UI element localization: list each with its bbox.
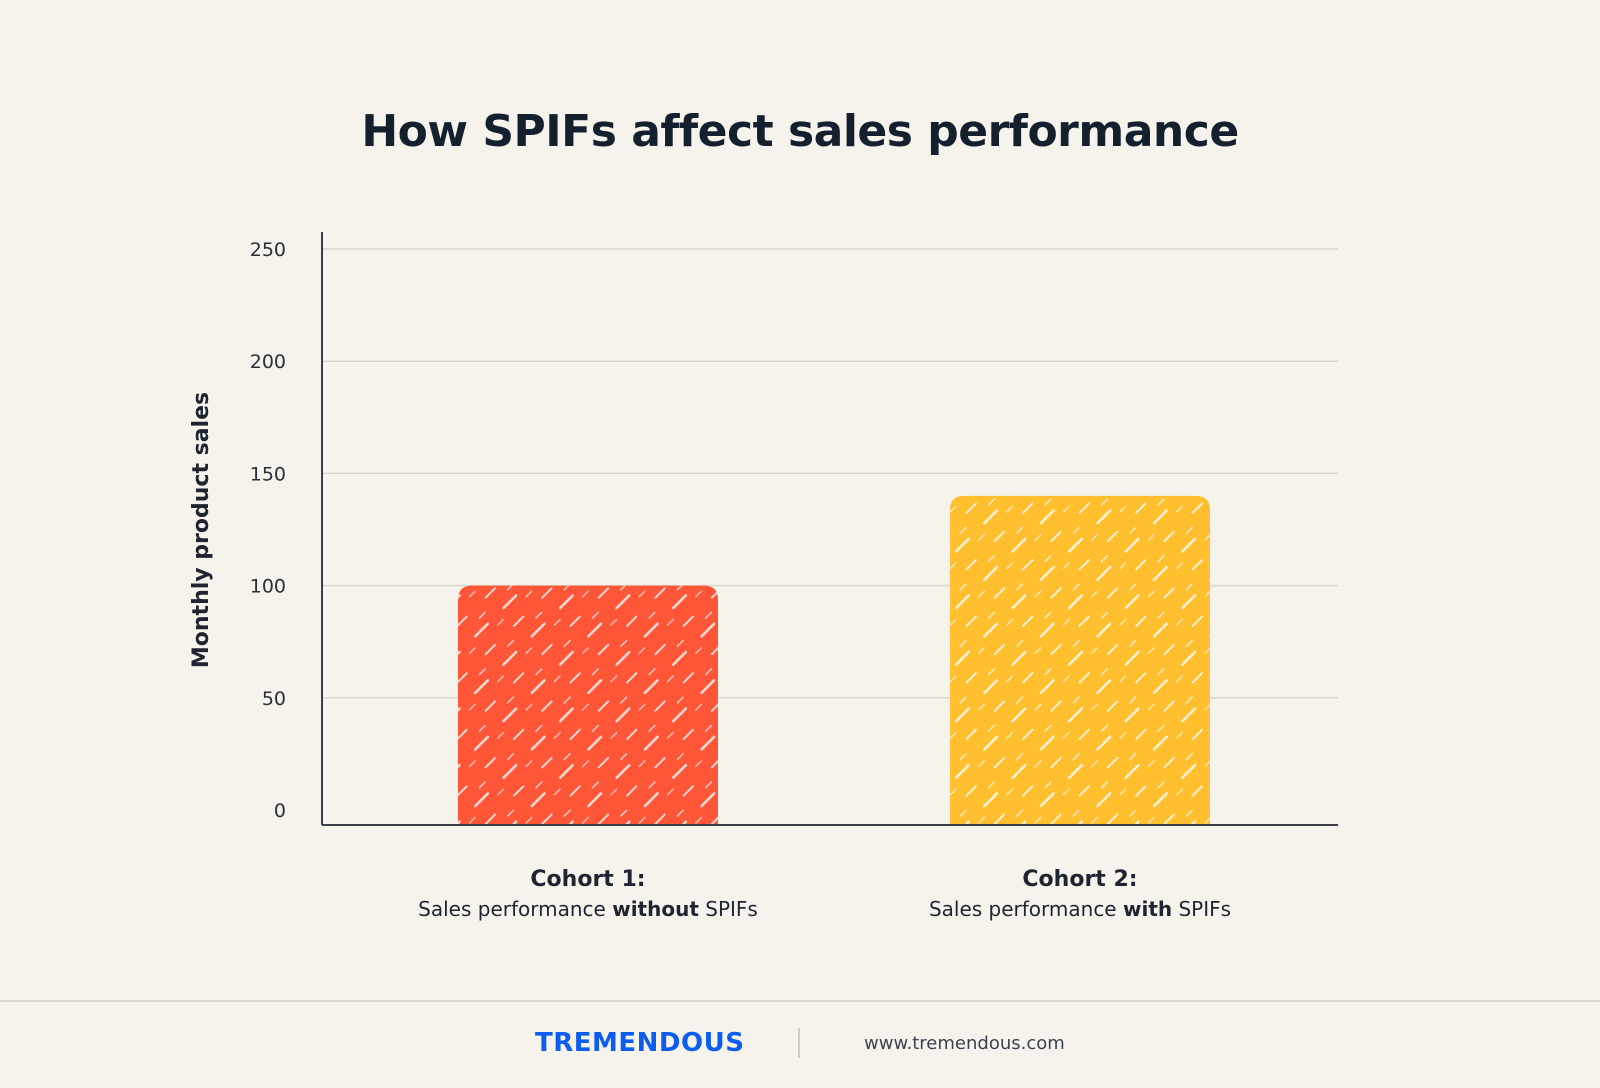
- footer-separator: [798, 1028, 800, 1058]
- y-tick-200: 200: [250, 351, 286, 373]
- website-url: www.tremendous.com: [864, 1033, 1065, 1054]
- category-desc-suffix: SPIFs: [1172, 897, 1231, 921]
- category-title-2: Cohort 2:: [1022, 867, 1137, 892]
- category-desc-1: Sales performance without SPIFs: [418, 897, 758, 921]
- category-title-1: Cohort 1:: [530, 867, 645, 892]
- y-tick-50: 50: [262, 688, 286, 710]
- y-axis-label: Monthly product sales: [189, 392, 214, 668]
- bar-cohort-2: [950, 495, 1210, 825]
- bar-cohort-1: [458, 585, 718, 825]
- chart-title: How SPIFs affect sales performance: [361, 106, 1239, 157]
- y-tick-250: 250: [250, 239, 286, 261]
- category-desc-suffix: SPIFs: [699, 897, 758, 921]
- category-desc-bold: with: [1123, 897, 1172, 921]
- category-desc-bold: without: [612, 897, 699, 921]
- category-desc-prefix: Sales performance: [929, 897, 1123, 921]
- category-desc-2: Sales performance with SPIFs: [929, 897, 1231, 921]
- y-tick-150: 150: [250, 463, 286, 485]
- y-tick-100: 100: [250, 576, 286, 598]
- y-tick-0: 0: [274, 800, 286, 822]
- bar-texture: [458, 585, 718, 825]
- category-desc-prefix: Sales performance: [418, 897, 612, 921]
- y-tick-labels: 0 50 100 150 200 250: [250, 239, 286, 822]
- footer-divider: [0, 1000, 1600, 1002]
- axes: [321, 232, 1338, 826]
- category-labels: Cohort 1: Sales performance without SPIFs…: [418, 867, 1231, 921]
- brand-logo: TREMENDOUS: [535, 1028, 745, 1058]
- bar-chart: 0 50 100 150 200 250 Cohort 1: Sales performan…: [189, 232, 1338, 921]
- bar-texture: [950, 495, 1210, 825]
- bars: [458, 495, 1210, 825]
